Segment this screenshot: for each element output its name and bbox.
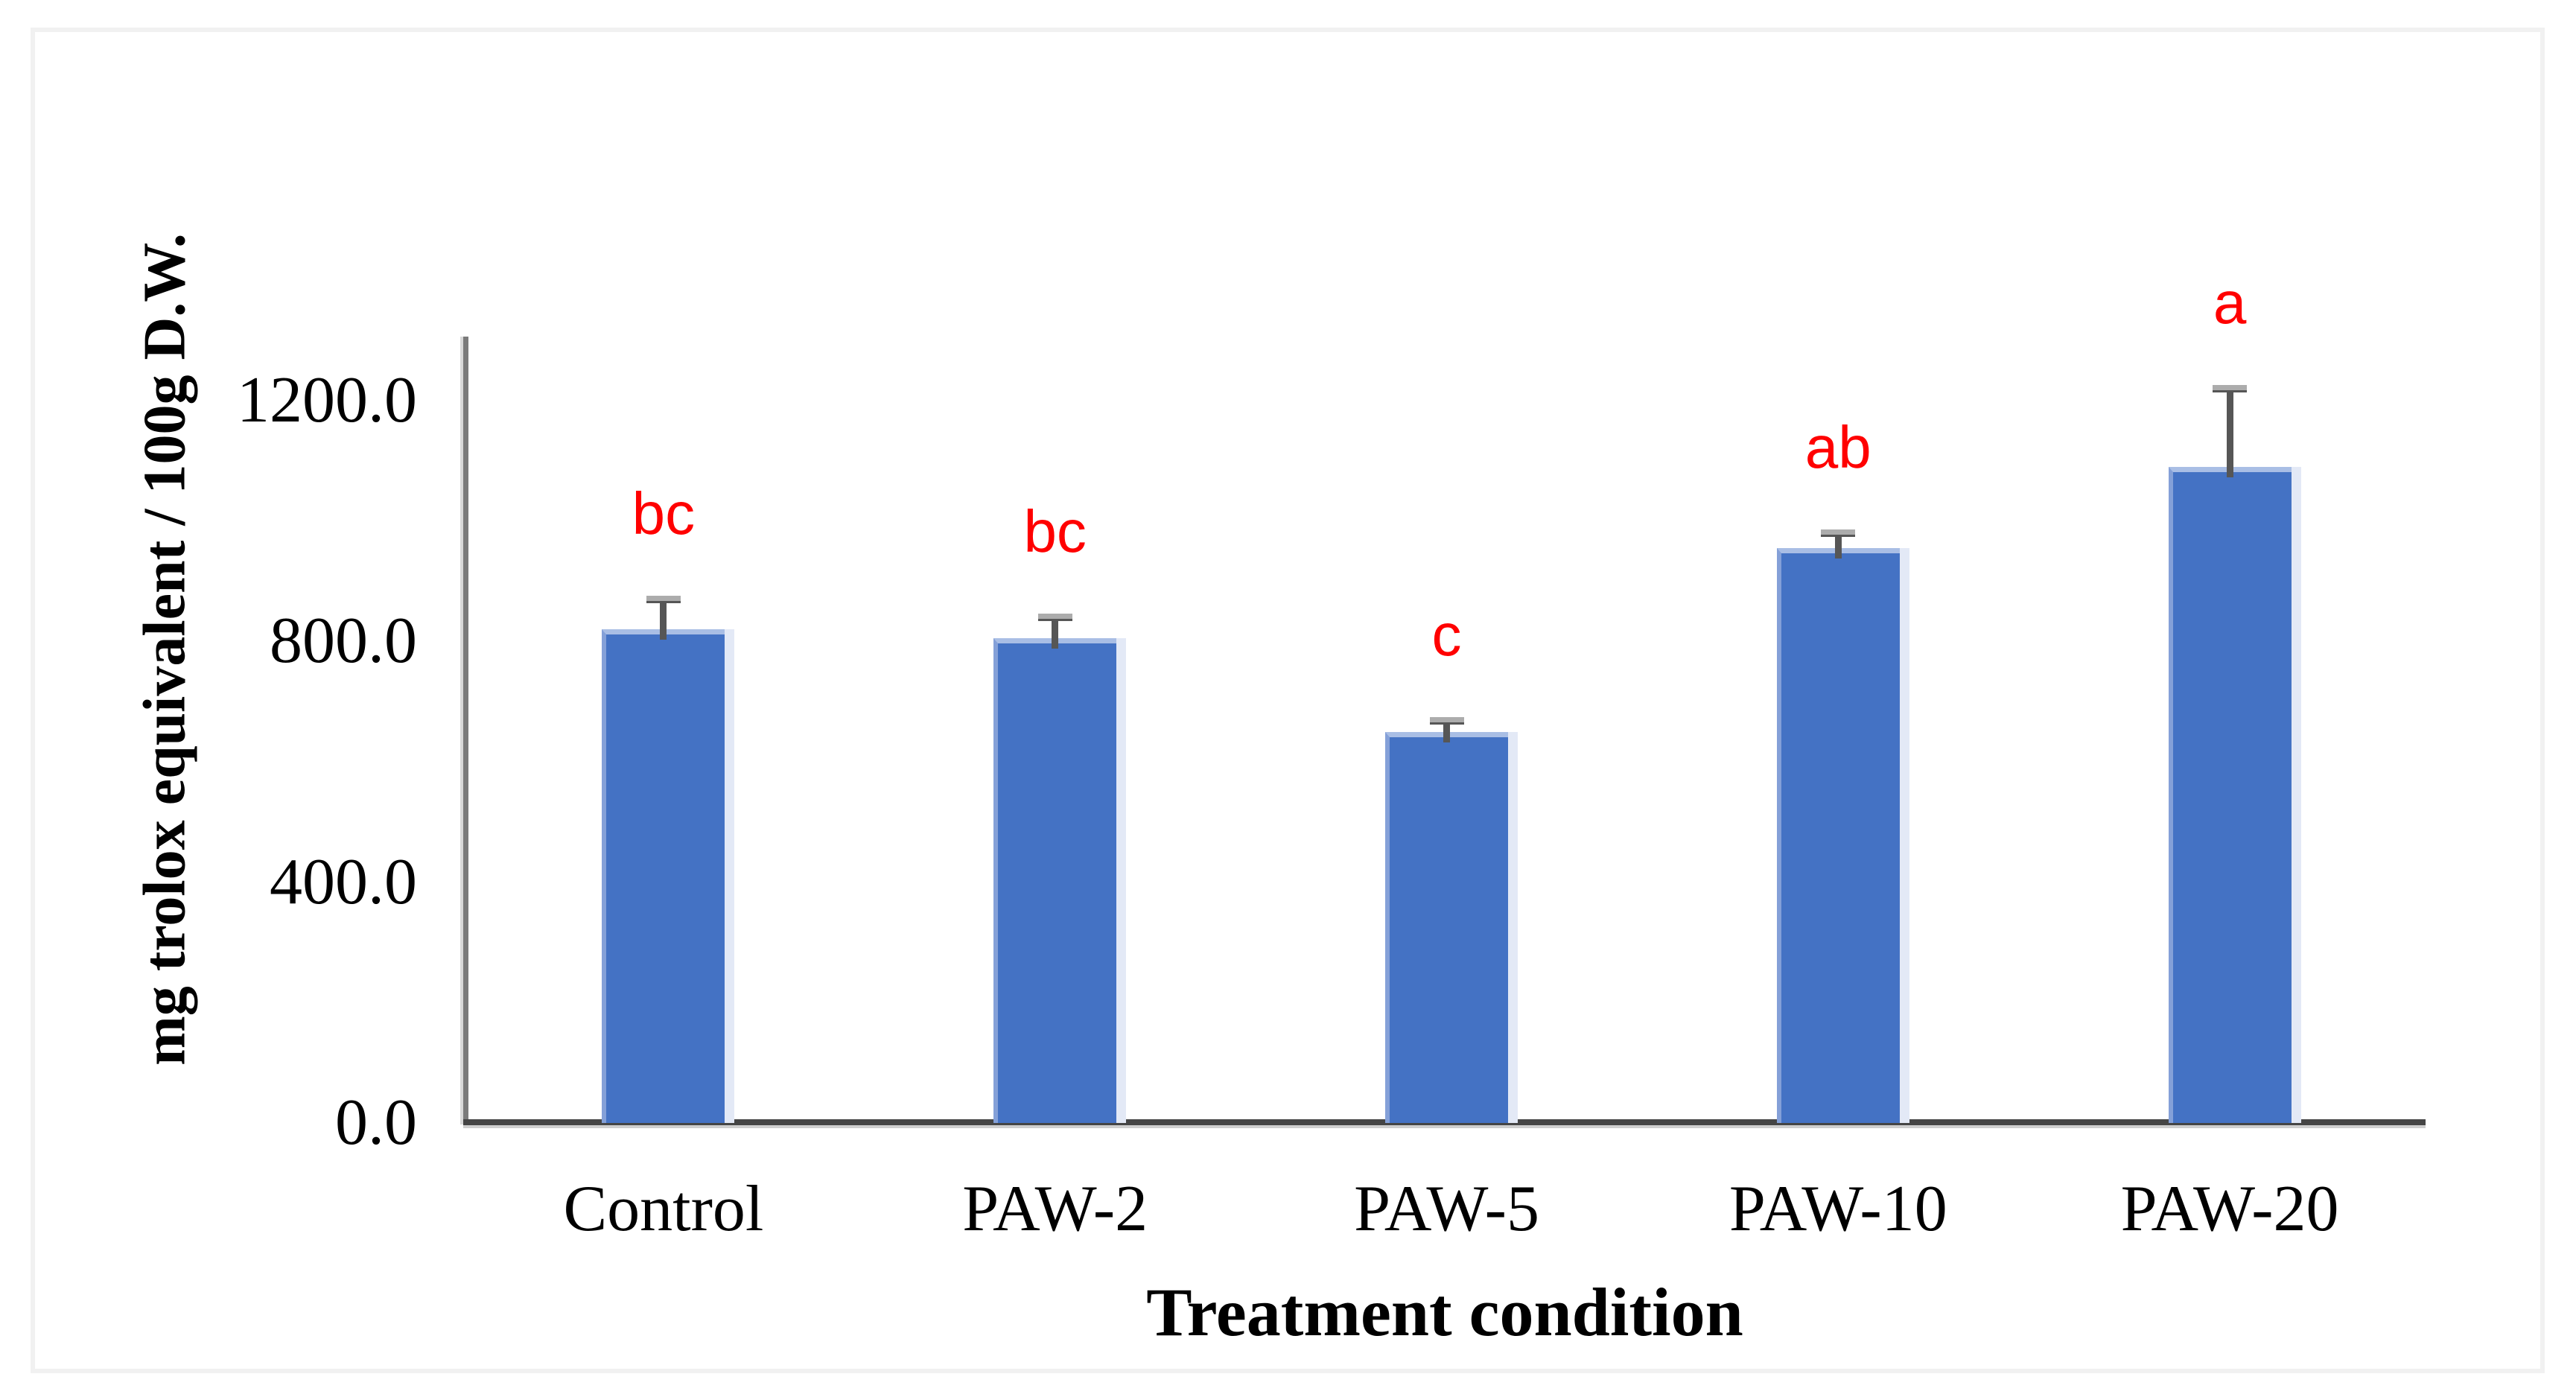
bar-paw-20	[2168, 466, 2292, 1123]
x-category-label-control: Control	[563, 1173, 764, 1245]
x-axis-title: Treatment condition	[1146, 1274, 1743, 1350]
error-bar-line-paw-10	[1834, 532, 1842, 559]
y-tick-label-400.0: 400.0	[270, 845, 417, 918]
error-bar-cap-control	[646, 595, 681, 603]
x-category-label-paw-10: PAW-10	[1729, 1173, 1947, 1245]
error-bar-cap-paw-10	[1821, 529, 1856, 537]
figure-border	[31, 28, 2545, 1373]
sig-letter-paw-5: c	[1431, 602, 1462, 669]
bar-paw-2	[993, 638, 1117, 1123]
error-bar-cap-paw-2	[1037, 614, 1072, 621]
y-axis-line	[463, 337, 468, 1124]
error-bar-line-paw-20	[2226, 388, 2233, 477]
x-category-label-paw-2: PAW-2	[962, 1173, 1148, 1245]
sig-letter-control: bc	[632, 480, 696, 547]
sig-letter-paw-20: a	[2213, 269, 2247, 336]
y-tick-label-0.0: 0.0	[335, 1086, 417, 1159]
y-tick-label-800.0: 800.0	[270, 605, 417, 678]
error-bar-line-paw-5	[1443, 721, 1450, 742]
x-category-label-paw-20: PAW-20	[2120, 1173, 2339, 1245]
error-bar-line-paw-2	[1052, 617, 1059, 649]
x-category-label-paw-5: PAW-5	[1354, 1173, 1539, 1245]
bar-paw-10	[1776, 548, 1900, 1123]
sig-letter-paw-10: ab	[1804, 413, 1871, 480]
sig-letter-paw-2: bc	[1023, 498, 1087, 564]
error-bar-cap-paw-5	[1429, 717, 1464, 725]
bar-control	[602, 629, 725, 1123]
bar-paw-5	[1385, 731, 1508, 1123]
y-tick-label-1200.0: 1200.0	[237, 364, 417, 436]
error-bar-cap-paw-20	[2213, 384, 2248, 392]
error-bar-line-control	[660, 599, 667, 640]
y-axis-title: mg trolox equivalent / 100g D.W.	[132, 233, 198, 1066]
